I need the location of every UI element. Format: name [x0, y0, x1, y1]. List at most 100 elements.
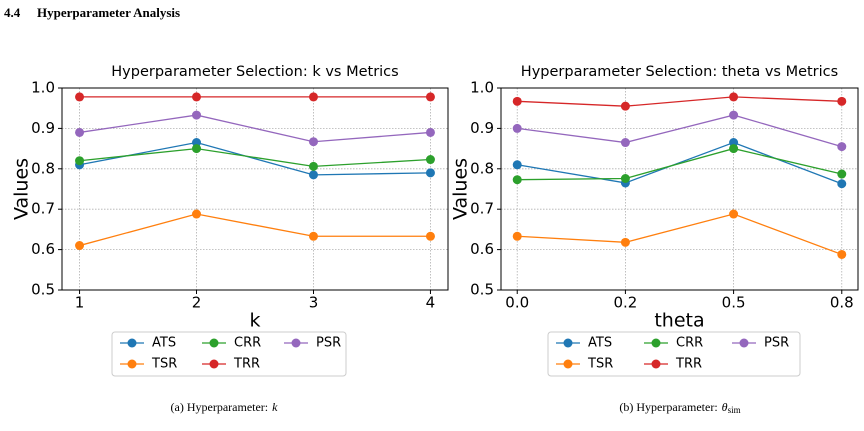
data-point [308, 161, 318, 171]
x-tick-label: 4 [426, 294, 436, 312]
legend-label: ATS [152, 336, 176, 351]
legend-marker [563, 359, 573, 369]
data-point [512, 96, 522, 106]
y-tick-label: 0.9 [470, 119, 494, 137]
legend-box [111, 331, 347, 377]
caption-prefix: (b) Hyperparameter: [619, 400, 717, 414]
y-tick-label: 0.6 [31, 240, 55, 258]
series-line [79, 147, 431, 168]
series-line [517, 114, 842, 148]
data-point [620, 101, 630, 111]
data-point [620, 138, 630, 148]
legend-label: CRR [676, 336, 703, 351]
caption-symbol: θ [722, 400, 728, 414]
legend-marker [209, 338, 219, 348]
data-point [425, 231, 435, 241]
data-point [192, 110, 202, 120]
data-point [837, 249, 847, 259]
series-line [517, 147, 842, 181]
data-point [837, 169, 847, 179]
data-point [425, 155, 435, 165]
legend-label: PSR [764, 336, 789, 351]
data-point [837, 142, 847, 152]
legend-label: ATS [588, 336, 612, 351]
legend-marker [291, 338, 301, 348]
series-line [517, 96, 842, 107]
y-tick-label: 1.0 [470, 79, 494, 97]
data-point [729, 209, 739, 219]
legend-marker [739, 338, 749, 348]
legend-marker [127, 338, 137, 348]
y-tick-label: 0.5 [31, 281, 55, 299]
data-point [620, 173, 630, 183]
legend-box [547, 331, 801, 377]
chart-title: Hyperparameter Selection: k vs Metrics [111, 64, 398, 80]
legend-label: TSR [587, 357, 613, 372]
caption: (a) Hyperparameter: k [171, 400, 279, 414]
data-point [192, 92, 202, 102]
series-line [79, 114, 431, 143]
data-point [425, 168, 435, 178]
x-tick-label: 0.2 [613, 294, 637, 312]
x-tick-label: 3 [309, 294, 319, 312]
data-point [729, 144, 739, 154]
series-line [79, 213, 431, 247]
caption-symbol: k [272, 400, 278, 414]
data-point [75, 241, 85, 251]
data-point [308, 92, 318, 102]
y-tick-label: 0.8 [470, 159, 494, 177]
legend-label: CRR [234, 336, 261, 351]
x-axis-label: theta [654, 310, 704, 332]
plot-frame [500, 87, 859, 291]
caption-prefix: (a) Hyperparameter: [171, 400, 269, 414]
data-point [75, 156, 85, 166]
section-number: 4.4 [4, 5, 21, 20]
legend-marker [563, 338, 573, 348]
data-point [837, 179, 847, 189]
data-point [308, 170, 318, 180]
data-point [512, 231, 522, 241]
x-tick-label: 0.5 [722, 294, 746, 312]
series-line [517, 213, 843, 256]
data-point [192, 209, 202, 219]
y-tick-label: 1.0 [31, 79, 55, 97]
legend-label: TRR [233, 357, 260, 372]
x-tick-label: 0.0 [505, 294, 529, 312]
y-tick-label: 0.5 [470, 281, 494, 299]
series-line [517, 141, 843, 185]
x-axis-label: k [249, 310, 260, 332]
y-tick-label: 0.7 [31, 200, 55, 218]
y-tick-label: 0.6 [470, 240, 494, 258]
plot-frame [61, 87, 449, 291]
data-point [425, 92, 435, 102]
legend-marker [209, 359, 219, 369]
data-point [512, 160, 522, 170]
x-tick-label: 1 [75, 294, 85, 312]
y-tick-label: 0.8 [31, 159, 55, 177]
data-point [192, 144, 202, 154]
legend-marker [651, 359, 661, 369]
data-point [512, 123, 522, 133]
legend-marker [651, 338, 661, 348]
legend-label: TSR [151, 357, 177, 372]
y-axis-label: Values [450, 158, 472, 220]
series-line [79, 141, 431, 176]
legend-label: TRR [675, 357, 702, 372]
y-tick-label: 0.9 [31, 119, 55, 137]
data-point [425, 127, 435, 137]
data-point [620, 237, 630, 247]
data-point [729, 92, 739, 102]
data-point [75, 92, 85, 102]
data-point [308, 137, 318, 147]
data-point [512, 175, 522, 185]
x-tick-label: 0.8 [830, 294, 854, 312]
y-tick-label: 0.7 [470, 200, 494, 218]
data-point [837, 96, 847, 106]
section-title: Hyperparameter Analysis [37, 5, 180, 20]
caption-subscript: sim [728, 405, 741, 415]
chart-title: Hyperparameter Selection: theta vs Metri… [521, 64, 838, 80]
legend-label: PSR [316, 336, 341, 351]
legend-marker [127, 359, 137, 369]
data-point [75, 127, 85, 137]
